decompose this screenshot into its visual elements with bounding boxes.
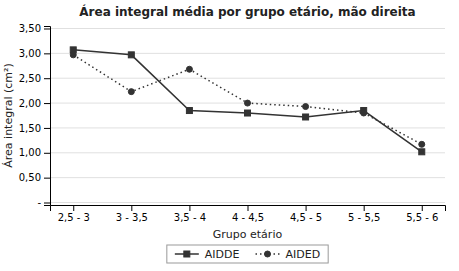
x-tick: 3,5 - 4 <box>174 205 206 223</box>
y-tick-label: 1,00 <box>19 147 41 158</box>
y-tick-mark <box>44 78 50 79</box>
grid-line <box>50 127 445 128</box>
x-tick: 2,5 - 3 <box>58 205 90 223</box>
y-tick-label: 1,50 <box>19 123 41 134</box>
grid-line <box>50 28 445 29</box>
x-axis-line <box>51 206 446 212</box>
x-tick-mark <box>189 205 190 211</box>
y-axis-line <box>44 27 51 206</box>
series-marker <box>128 89 134 95</box>
y-tick-mark <box>44 203 50 204</box>
grid-line <box>50 177 445 178</box>
x-tick-mark <box>422 205 423 211</box>
y-tick-label: 3,00 <box>19 48 41 59</box>
chart: - 0,50 1,00 1,50 2,00 2,50 3,00 3,50 2,5 - 3 3 - … <box>0 0 459 271</box>
y-tick-mark <box>44 103 50 104</box>
grid-line <box>50 78 445 79</box>
grid-line <box>50 202 445 203</box>
y-tick-label: 2,00 <box>19 98 41 109</box>
legend: AIDDE AIDED <box>167 245 328 263</box>
y-axis-title: Área integral (cm²) <box>2 63 15 167</box>
series-marker <box>361 110 367 116</box>
y-tick-label: 0,50 <box>19 172 41 183</box>
legend-frame <box>167 245 328 263</box>
x-tick-label: 2,5 - 3 <box>58 212 90 223</box>
series-marker <box>303 114 309 120</box>
grid <box>50 28 445 202</box>
y-tick-label: 3,50 <box>19 23 41 34</box>
x-tick: 4 - 4,5 <box>232 205 264 223</box>
grid-line <box>50 152 445 153</box>
x-tick-mark <box>306 205 307 211</box>
legend-label: AIDDE <box>205 248 240 261</box>
y-axis: - 0,50 1,00 1,50 2,00 2,50 3,00 3,50 <box>19 23 51 208</box>
y-tick-mark <box>44 128 50 129</box>
x-axis-title: Grupo etário <box>213 228 283 241</box>
y-tick-label: - <box>37 197 41 208</box>
x-tick: 5,5 - 6 <box>406 205 438 223</box>
series-marker <box>186 66 192 72</box>
y-tick: - <box>37 197 50 208</box>
y-tick: 1,50 <box>19 123 50 134</box>
x-tick-mark <box>73 205 74 211</box>
y-tick: 3,50 <box>19 23 50 34</box>
legend-label: AIDED <box>286 248 321 261</box>
legend-marker <box>184 251 190 257</box>
series-marker <box>419 141 425 147</box>
y-tick: 2,50 <box>19 73 50 84</box>
x-axis: 2,5 - 3 3 - 3,5 3,5 - 4 4 - 4,5 4,5 - 5 5 - 5… <box>51 205 446 223</box>
x-tick-label: 4,5 - 5 <box>290 212 322 223</box>
title: Área integral média por grupo etário, mã… <box>79 4 415 19</box>
marks <box>70 47 425 155</box>
x-tick: 5 - 5,5 <box>348 205 380 223</box>
x-tick-mark <box>131 205 132 211</box>
y-tick: 1,00 <box>19 147 50 158</box>
x-tick-label: 3 - 3,5 <box>116 212 148 223</box>
x-tick-label: 5 - 5,5 <box>348 212 380 223</box>
y-tick: 3,00 <box>19 48 50 59</box>
plot: - 0,50 1,00 1,50 2,00 2,50 3,00 3,50 2,5 - 3 3 - … <box>19 23 446 223</box>
y-tick-mark <box>44 53 50 54</box>
x-tick-mark <box>248 205 249 211</box>
y-tick-label: 2,50 <box>19 73 41 84</box>
legend-marker <box>265 251 271 257</box>
y-tick: 0,50 <box>19 172 50 183</box>
y-tick: 2,00 <box>19 98 50 109</box>
series-marker <box>128 52 134 58</box>
series-marker <box>303 104 309 110</box>
y-tick-mark <box>44 178 50 179</box>
series-marker <box>245 100 251 106</box>
legend-item: AIDDE <box>175 248 240 261</box>
y-tick-mark <box>44 153 50 154</box>
series-line <box>73 55 422 145</box>
series-marker <box>70 52 76 58</box>
x-tick-label: 5,5 - 6 <box>406 212 438 223</box>
x-tick-label: 4 - 4,5 <box>232 212 264 223</box>
x-tick-label: 3,5 - 4 <box>174 212 206 223</box>
series-marker <box>186 108 192 114</box>
y-tick-mark <box>44 28 50 29</box>
x-tick-mark <box>364 205 365 211</box>
series-marker <box>245 110 251 116</box>
x-tick: 4,5 - 5 <box>290 205 322 223</box>
x-tick: 3 - 3,5 <box>116 205 148 223</box>
legend-item: AIDED <box>256 248 321 261</box>
series-marker <box>419 149 425 155</box>
series-line <box>73 50 422 152</box>
